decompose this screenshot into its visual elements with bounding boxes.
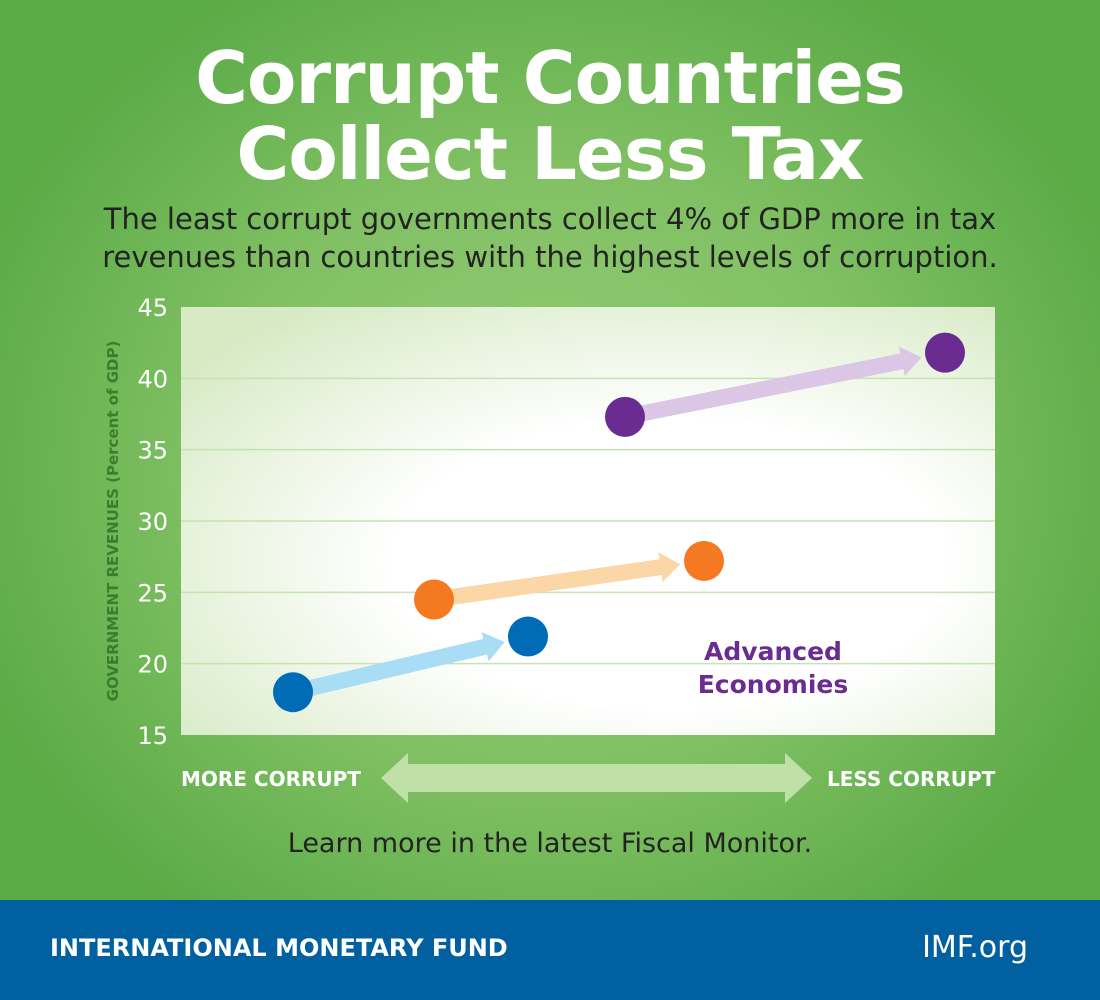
data-point-start [414,579,454,620]
more-corrupt-label: MORE CORRUPT [181,767,361,791]
series-label: Economies [698,670,849,699]
trend-arrow [432,552,681,608]
data-point-end [684,540,724,581]
y-tick-label: 30 [137,508,168,536]
y-tick-label: 20 [137,651,168,679]
site-link[interactable]: IMF.org [922,930,1028,965]
data-point-start [273,672,313,713]
y-tick-label: 45 [137,294,168,322]
y-axis-label: GOVERNMENT REVENUES (Percent of GDP) [104,341,122,702]
series-1: Emerging MarketEconomies [414,540,724,620]
y-tick-label: 15 [137,722,168,750]
series-2: Advanced Economies [605,332,965,699]
data-point-end [925,332,965,373]
series-0: Low-IncomeCountries [273,616,548,713]
title-line-1: Corrupt Countries [195,36,906,120]
corruption-axis-arrow [381,753,812,803]
page-title: Corrupt Countries Collect Less Tax [0,40,1100,192]
y-tick-label: 25 [137,579,168,607]
y-tick-label: 35 [137,437,168,465]
subtitle-line-1: The least corrupt governments collect 4%… [103,202,997,236]
data-point-start [605,396,645,437]
y-tick-label: 40 [137,365,168,393]
trend-arrow [623,346,922,425]
data-point-end [508,616,548,657]
subtitle: The least corrupt governments collect 4%… [0,200,1100,276]
title-line-2: Collect Less Tax [236,112,864,196]
chart: 15 20 25 30 35 40 45 GOVERNMENT REVENUES (Perc… [104,294,995,803]
footer: INTERNATIONAL MONETARY FUND IMF.org [0,900,1100,1000]
less-corrupt-label: LESS CORRUPT [827,767,996,791]
series-label: Advanced [704,637,842,666]
learn-more-text: Learn more in the latest Fiscal Monitor. [287,828,813,859]
org-name: INTERNATIONAL MONETARY FUND [50,934,508,962]
trend-arrow [291,632,505,700]
subtitle-line-2: revenues than countries with the highest… [102,240,998,274]
